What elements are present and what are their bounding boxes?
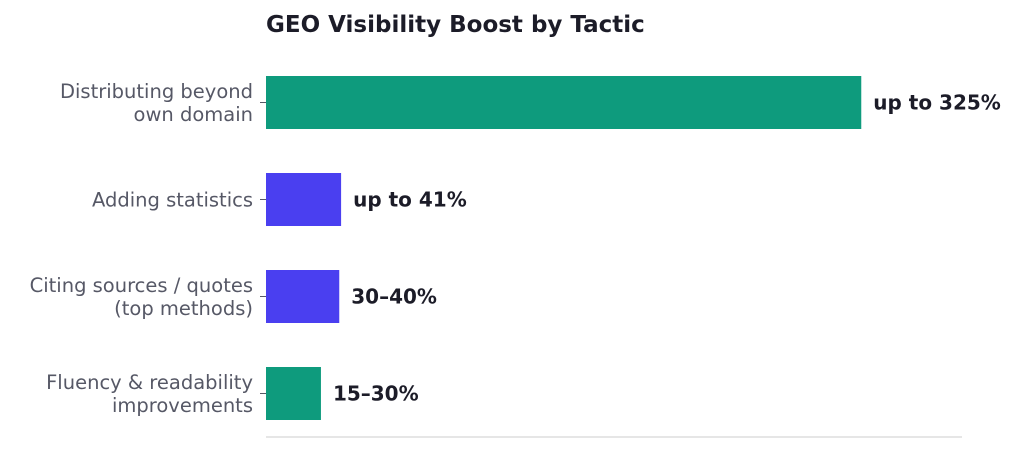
y-tick-label-1: Adding statistics: [92, 189, 253, 212]
data-label-1: up to 41%: [353, 188, 467, 212]
bar-0: [266, 76, 862, 129]
y-tick-label-0: Distributing beyond own domain: [60, 80, 253, 126]
y-tick-label-2: Citing sources / quotes (top methods): [30, 274, 253, 320]
data-label-0: up to 325%: [873, 91, 1001, 115]
bar-2: [266, 270, 340, 323]
y-tick-label-3: Fluency & readability improvements: [46, 371, 253, 417]
data-label-3: 15–30%: [333, 382, 419, 406]
data-label-2: 30–40%: [351, 285, 437, 309]
chart-title: GEO Visibility Boost by Tactic: [266, 12, 645, 38]
bar-3: [266, 367, 321, 420]
bar-1: [266, 173, 342, 226]
plot-area: Distributing beyond own domain up to 325% A…: [30, 76, 1001, 438]
